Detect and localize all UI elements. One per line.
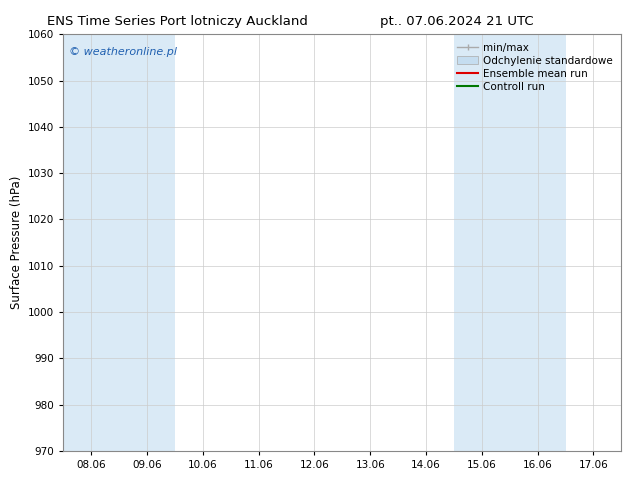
Bar: [63, 34, 175, 451]
Bar: [454, 34, 566, 451]
Text: © weatheronline.pl: © weatheronline.pl: [69, 47, 177, 57]
Text: ENS Time Series Port lotniczy Auckland: ENS Time Series Port lotniczy Auckland: [47, 15, 308, 28]
Text: pt.. 07.06.2024 21 UTC: pt.. 07.06.2024 21 UTC: [380, 15, 533, 28]
Legend: min/max, Odchylenie standardowe, Ensemble mean run, Controll run: min/max, Odchylenie standardowe, Ensembl…: [454, 40, 616, 95]
Y-axis label: Surface Pressure (hPa): Surface Pressure (hPa): [10, 176, 23, 309]
